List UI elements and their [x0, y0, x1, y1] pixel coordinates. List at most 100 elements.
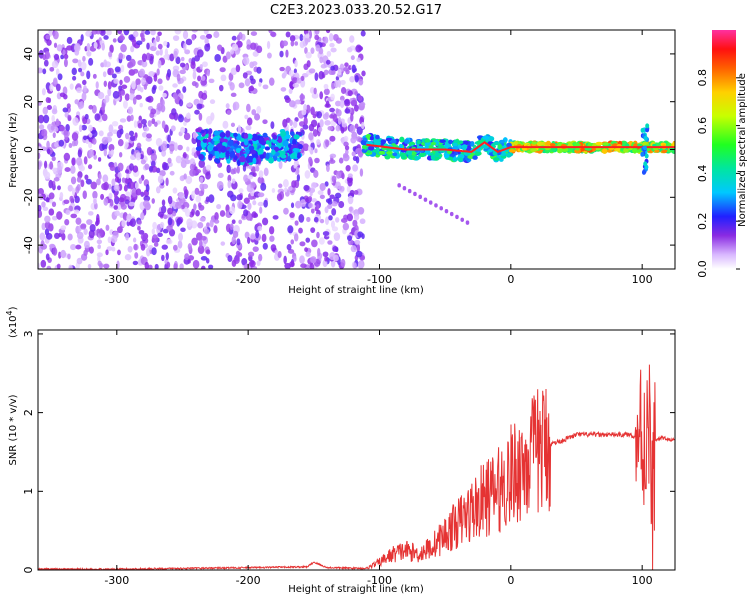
- spectrogram-cell: [332, 254, 339, 262]
- spectrogram-cell: [317, 247, 321, 257]
- spectrogram-cell: [59, 125, 66, 132]
- spectrogram-cell: [179, 175, 185, 182]
- spectrogram-cell: [72, 117, 79, 126]
- spectrogram-cell: [55, 83, 61, 92]
- spectrogram-cell: [88, 104, 94, 110]
- spectrogram-cell: [137, 219, 142, 225]
- spectrogram-cell: [439, 139, 446, 144]
- spectrogram-cell: [254, 113, 261, 121]
- spectrogram-cell: [74, 49, 80, 56]
- spectrogram-cell: [465, 220, 470, 225]
- spectrogram-cell: [151, 118, 156, 125]
- spectrogram-cell: [70, 244, 77, 251]
- spectrogram-cell: [232, 230, 239, 238]
- spectrogram-cell: [317, 126, 323, 133]
- spectrogram-cell: [220, 74, 227, 82]
- spectrogram-cell: [113, 162, 118, 168]
- spectrogram-cell: [305, 237, 311, 243]
- spectrogram-cell: [239, 156, 246, 163]
- spectrogram-cell: [326, 50, 332, 57]
- spectrogram-cell: [424, 145, 429, 150]
- spectrogram-cell: [191, 81, 197, 87]
- spectrogram-cell: [117, 162, 124, 172]
- spectrogram-cell: [121, 219, 126, 227]
- spectrogram-cell: [83, 156, 88, 165]
- spectrogram-cell: [302, 124, 309, 130]
- spectrogram-cell: [172, 244, 178, 251]
- spectrogram-cell: [310, 227, 316, 233]
- spectrogram-cell: [216, 142, 223, 150]
- spectrogram-cell: [38, 114, 45, 124]
- spectrogram-cell: [346, 185, 351, 193]
- spectrogram-cell: [407, 188, 412, 194]
- spectrogram-cell: [125, 232, 130, 241]
- spectrogram-cell: [252, 200, 257, 206]
- spectrogram-cell: [51, 108, 58, 115]
- spectrogram-cell: [407, 149, 413, 156]
- spectrogram-cell: [179, 69, 186, 75]
- spectrogram-cell: [163, 54, 170, 60]
- spectrogram-cell: [63, 130, 69, 136]
- spectrogram-cell: [430, 141, 437, 146]
- spectrogram-cell: [299, 33, 304, 42]
- spectrogram-cell: [218, 153, 226, 159]
- spectrogram-cell: [306, 216, 311, 223]
- spectrogram-cell: [231, 235, 236, 245]
- spectrogram-cell: [194, 168, 202, 174]
- spectrogram-cell: [327, 197, 333, 206]
- spectrogram-cell: [319, 194, 325, 200]
- spectrogram-cell: [346, 47, 353, 53]
- spectrogram-cell: [247, 202, 252, 210]
- spectrogram-cell: [225, 51, 231, 60]
- spectrogram-cell: [242, 72, 248, 79]
- spectrogram-cell: [220, 241, 226, 246]
- spectrogram-cell: [175, 201, 182, 209]
- spectrogram-cell: [172, 187, 178, 194]
- spectrogram-cell: [163, 40, 168, 47]
- spectrogram-cell: [151, 234, 159, 243]
- spectrogram-cell: [329, 153, 337, 159]
- spectrogram-cell: [106, 30, 112, 36]
- spectrogram-cell: [182, 151, 187, 159]
- spectrogram-cell: [290, 40, 295, 47]
- spectrogram-cell: [482, 135, 490, 140]
- spectrogram-cell: [672, 141, 675, 148]
- spectrogram-cell: [197, 221, 204, 229]
- bottom-x-axis-label: Height of straight line (km): [288, 584, 424, 595]
- spectrogram-cell: [184, 208, 191, 218]
- spectrogram-cell: [185, 175, 193, 185]
- spectrogram-cell: [66, 103, 71, 109]
- colorbar: 0.0 0.2 0.4 0.6 0.8 Normalized spectral ampl…: [696, 30, 748, 278]
- spectrogram-cell: [329, 135, 336, 142]
- spectrogram-cell: [72, 58, 79, 64]
- spectrogram-cell: [340, 258, 346, 268]
- spectrogram-cell: [276, 193, 283, 202]
- spectrogram-cell: [229, 150, 236, 158]
- spectrogram-cell: [88, 211, 94, 216]
- spectrogram-cell: [202, 138, 207, 143]
- spectrogram-cell: [111, 178, 116, 187]
- spectrogram-cell: [257, 225, 263, 232]
- spectrogram-cell: [296, 152, 301, 159]
- spectrogram-cell: [200, 75, 206, 81]
- spectrogram-cell: [124, 169, 130, 174]
- spectrogram-cell: [87, 164, 93, 170]
- spectrogram-cell: [332, 113, 338, 122]
- spectrogram-cell: [138, 115, 142, 122]
- spectrogram-cell: [167, 195, 173, 205]
- spectrogram-cell: [135, 152, 141, 161]
- spectrogram-cell: [270, 121, 275, 130]
- spectrogram-cell: [325, 164, 330, 173]
- spectrogram-cell: [156, 68, 160, 76]
- spectrogram-cell: [183, 42, 187, 52]
- spectrogram-cell: [112, 129, 119, 135]
- spectrogram-cell: [84, 174, 89, 180]
- spectrogram-cell: [82, 55, 86, 62]
- spectrogram-cell: [506, 152, 512, 158]
- spectrogram-cell: [144, 261, 149, 269]
- snr-panel: -300 -200 -100 0 100 0 1 2 3 Height of straight…: [5, 306, 676, 595]
- spectrogram-cell: [251, 133, 258, 142]
- spectrogram-cell: [246, 44, 251, 50]
- spectrogram-cell: [335, 217, 340, 223]
- spectrogram-cell: [233, 155, 238, 161]
